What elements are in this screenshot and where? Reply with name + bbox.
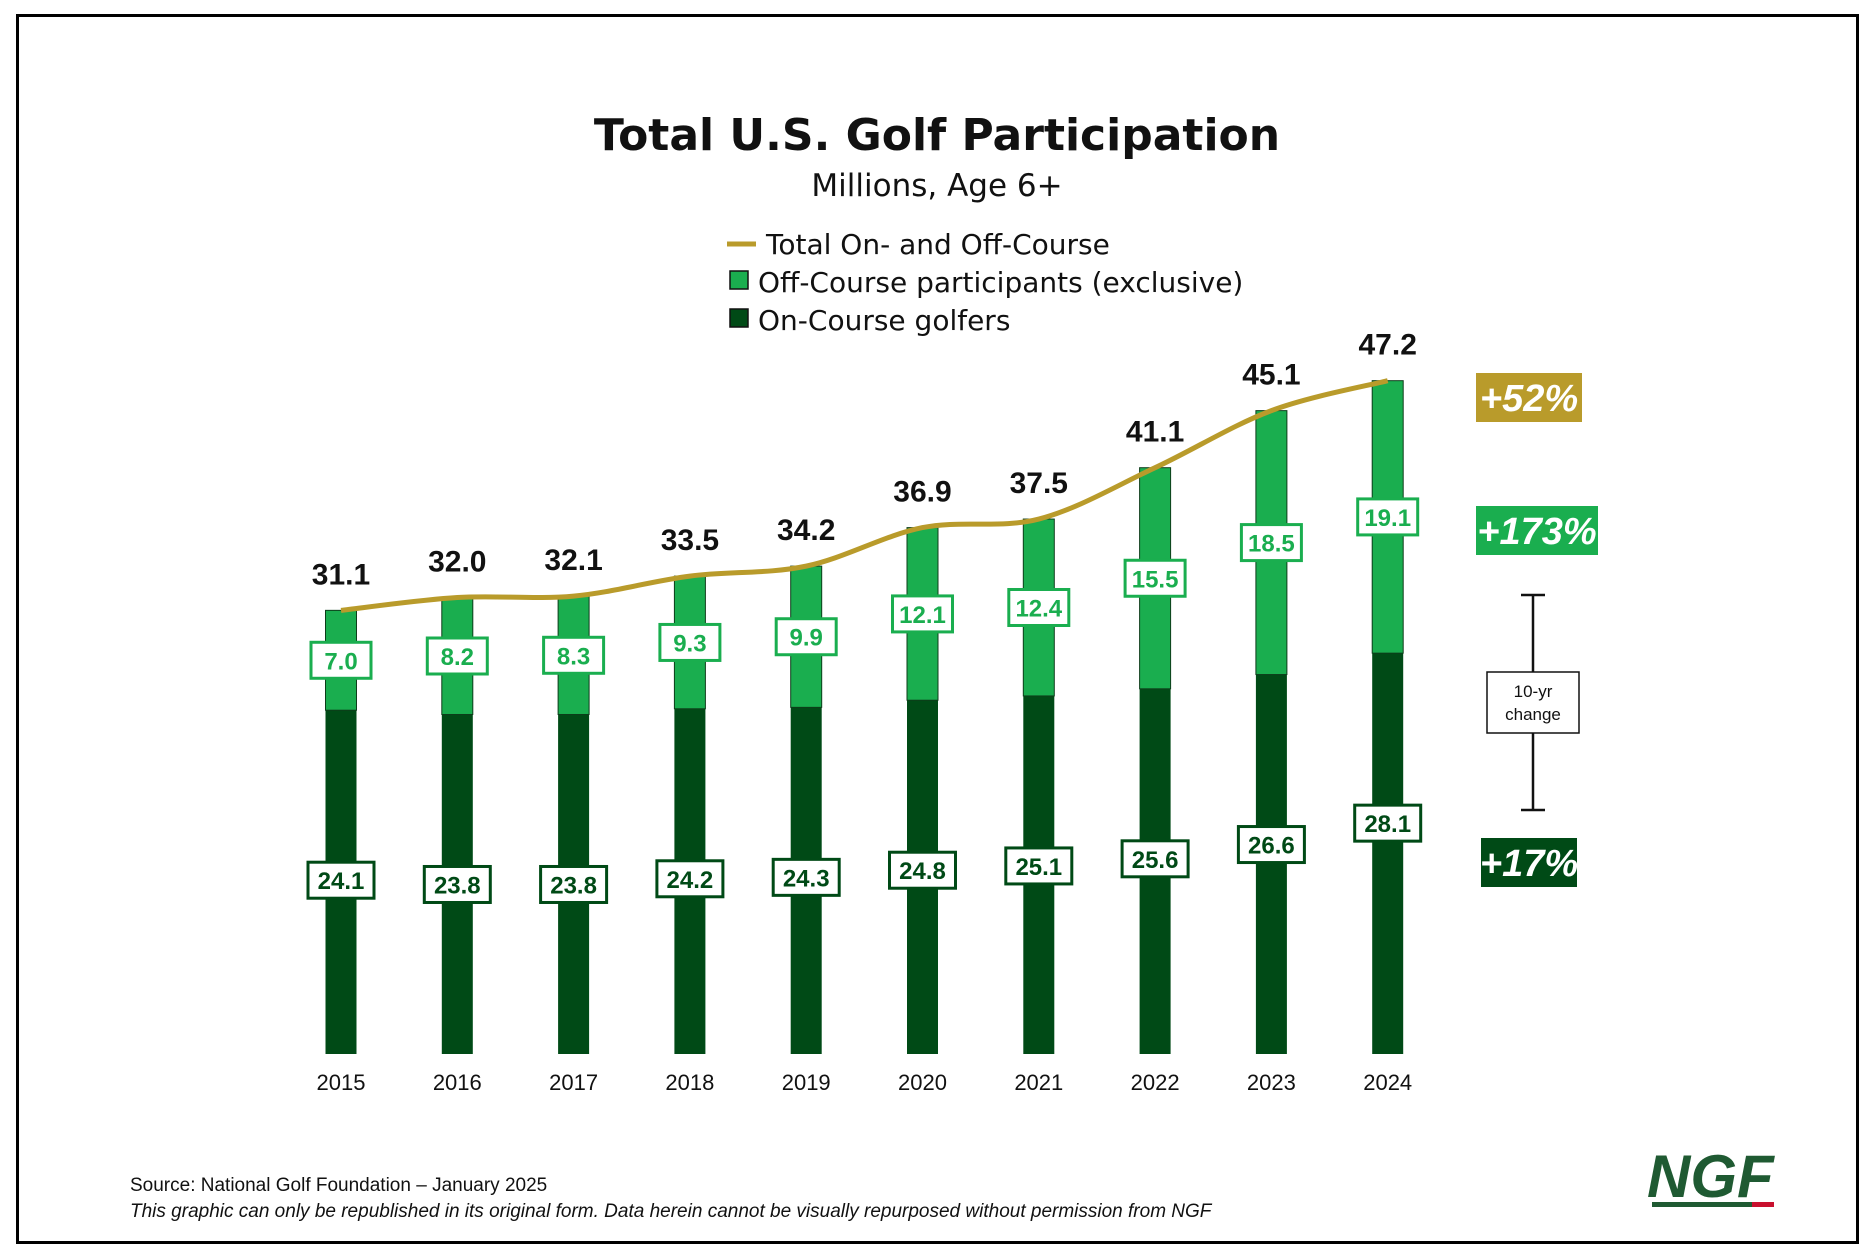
oncourse-label-2020: 24.8 (899, 858, 946, 885)
disclaimer-text: This graphic can only be republished in … (130, 1201, 1213, 1222)
offcourse-label-2017: 8.3 (557, 643, 590, 670)
logo-text: NGF (1647, 1143, 1775, 1210)
oncourse-label-2023: 26.6 (1248, 833, 1295, 860)
total-label-2019: 34.2 (777, 514, 835, 547)
offcourse-label-2024: 19.1 (1364, 505, 1411, 532)
oncourse-label-2015: 24.1 (318, 868, 365, 895)
ten-year-bracket: 10-yr change (1486, 593, 1580, 812)
offcourse-label-box-2017 (542, 635, 606, 675)
change-badge-total-bg (1476, 373, 1582, 422)
change-badge-offcourse: +173% (1477, 511, 1596, 553)
x-tick-label-2017: 2017 (549, 1070, 598, 1095)
offcourse-label-box-2021 (1007, 587, 1071, 627)
total-label-2015: 31.1 (312, 558, 370, 591)
source-text: Source: National Golf Foundation – Janua… (130, 1175, 547, 1196)
oncourse-label-box-2021 (1004, 846, 1074, 886)
x-tick-label-2021: 2021 (1014, 1070, 1063, 1095)
offcourse-label-box-2015 (309, 640, 373, 680)
total-label-2021: 37.5 (1010, 467, 1068, 500)
total-label-2018: 33.5 (661, 524, 719, 557)
change-badge-oncourse: +17% (1480, 843, 1578, 885)
offcourse-label-2019: 9.9 (790, 625, 823, 652)
offcourse-label-2020: 12.1 (899, 602, 946, 629)
legend-swatch-oncourse (729, 308, 749, 328)
oncourse-label-box-2023 (1236, 825, 1306, 865)
offcourse-label-box-2022 (1123, 558, 1187, 598)
offcourse-label-box-2020 (891, 594, 954, 634)
legend: Total On- and Off-Course Off-Course part… (727, 228, 1243, 337)
x-tick-label-2023: 2023 (1247, 1070, 1296, 1095)
offcourse-label-2021: 12.4 (1015, 595, 1062, 622)
oncourse-label-box-2017 (539, 864, 609, 904)
logo-underline-red (1752, 1202, 1774, 1207)
oncourse-label-box-2024 (1353, 803, 1423, 843)
oncourse-label-2024: 28.1 (1364, 811, 1411, 838)
oncourse-label-box-2022 (1120, 839, 1190, 879)
total-label-2020: 36.9 (893, 476, 951, 509)
oncourse-label-2018: 24.2 (667, 867, 714, 894)
offcourse-label-box-2018 (658, 622, 722, 662)
x-tick-label-2019: 2019 (782, 1070, 831, 1095)
legend-item-oncourse: On-Course golfers (758, 304, 1010, 337)
x-tick-label-2022: 2022 (1131, 1070, 1180, 1095)
oncourse-label-box-2015 (306, 860, 376, 900)
legend-item-offcourse: Off-Course participants (exclusive) (758, 266, 1243, 299)
bars-group (325, 380, 1404, 1054)
logo-underline-green (1652, 1202, 1774, 1207)
offcourse-label-2015: 7.0 (324, 648, 357, 675)
change-badge-oncourse-bg (1481, 838, 1577, 887)
offcourse-label-2018: 9.3 (673, 630, 706, 657)
total-label-2023: 45.1 (1242, 359, 1300, 392)
change-badge-offcourse-bg (1476, 506, 1598, 555)
offcourse-label-box-2016 (425, 636, 489, 676)
oncourse-label-2021: 25.1 (1015, 854, 1062, 881)
oncourse-label-2022: 25.6 (1132, 847, 1179, 874)
x-tick-label-2015: 2015 (317, 1070, 366, 1095)
oncourse-label-2017: 23.8 (550, 872, 597, 899)
bracket-label-line2: change (1505, 705, 1561, 724)
bracket-label-box (1486, 671, 1580, 734)
x-tick-label-2024: 2024 (1363, 1070, 1412, 1095)
oncourse-label-box-2016 (422, 864, 492, 904)
bar-oncourse-2024 (1372, 653, 1404, 1054)
total-label-2024: 47.2 (1359, 329, 1417, 362)
change-badges: +52% +173% +17% (1476, 373, 1598, 887)
offcourse-label-2016: 8.2 (441, 644, 474, 671)
bracket-label-line1: 10-yr (1514, 682, 1553, 701)
oncourse-label-box-2019 (771, 857, 841, 897)
bar-oncourse-2023 (1255, 674, 1287, 1054)
offcourse-label-box-2019 (774, 617, 838, 657)
x-tick-label-2018: 2018 (665, 1070, 714, 1095)
oncourse-label-box-2018 (655, 859, 725, 899)
offcourse-label-box-2023 (1239, 523, 1303, 563)
x-tick-label-2016: 2016 (433, 1070, 482, 1095)
total-label-2016: 32.0 (428, 546, 486, 579)
offcourse-label-2022: 15.5 (1132, 566, 1179, 593)
chart-subtitle: Millions, Age 6+ (811, 168, 1062, 204)
legend-swatch-offcourse (729, 270, 749, 290)
x-tick-label-2020: 2020 (898, 1070, 947, 1095)
legend-item-total: Total On- and Off-Course (765, 228, 1110, 261)
total-label-2017: 32.1 (544, 544, 602, 577)
labels-group: 24.1 7.0 31.1 2015 23.8 8.2 32.0 2016 23.8 8.3 32.… (306, 329, 1423, 1095)
offcourse-label-2023: 18.5 (1248, 531, 1295, 558)
chart-title: Total U.S. Golf Participation (594, 110, 1280, 161)
total-label-2022: 41.1 (1126, 416, 1184, 449)
total-line (340, 378, 1389, 613)
ngf-logo: NGF (1647, 1143, 1775, 1210)
change-badge-total: +52% (1480, 378, 1578, 420)
oncourse-label-2016: 23.8 (434, 872, 481, 899)
oncourse-label-2019: 24.3 (783, 865, 830, 892)
offcourse-label-box-2024 (1356, 497, 1420, 537)
oncourse-label-box-2020 (888, 850, 957, 890)
